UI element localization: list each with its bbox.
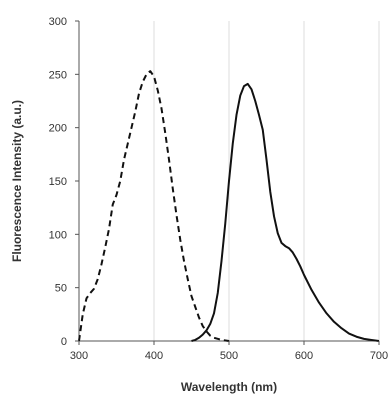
dashed-series-line — [78, 70, 230, 342]
y-tick-label-0: 0 — [61, 336, 67, 348]
y-tick-label-100: 100 — [49, 229, 67, 241]
x-tick-label-500: 500 — [220, 350, 238, 362]
y-tick-label-300: 300 — [49, 16, 67, 28]
series-layer — [78, 70, 380, 342]
x-tick-label-700: 700 — [370, 350, 388, 362]
y-axis-label: Fluorescence Intensity (a.u.) — [10, 100, 24, 262]
x-tick-label-600: 600 — [295, 350, 313, 362]
x-tick-label-400: 400 — [145, 350, 163, 362]
y-tick-label-150: 150 — [49, 176, 67, 188]
x-tick-label-300: 300 — [70, 350, 88, 362]
tick-labels-layer: 300 400 500 600 700 0 50 100 150 200 250 300 — [49, 16, 389, 362]
y-tick-label-200: 200 — [49, 123, 67, 135]
y-tick-label-50: 50 — [55, 283, 67, 295]
grid-layer — [153, 21, 380, 341]
x-axis-label: Wavelength (nm) — [181, 380, 277, 394]
y-tick-label-250: 250 — [49, 69, 67, 81]
solid-series-line — [191, 82, 380, 342]
